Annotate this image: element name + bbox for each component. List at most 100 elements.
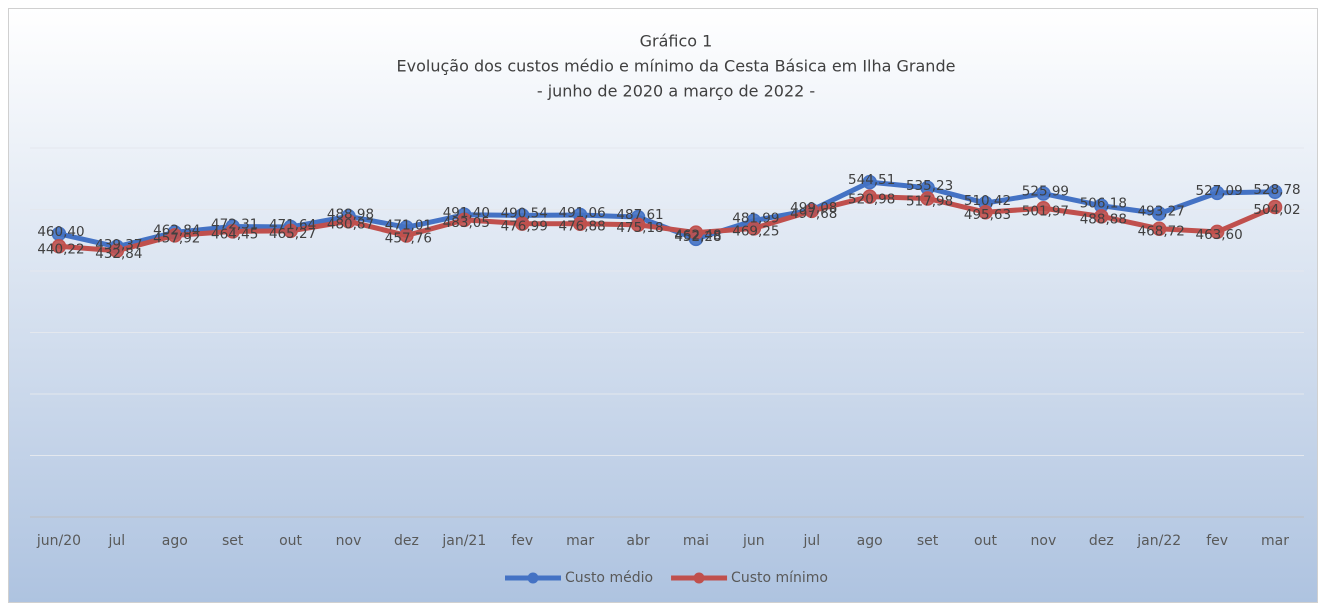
series-marker <box>978 204 993 220</box>
x-tick-label: mar <box>566 533 594 549</box>
data-label: 469,25 <box>732 223 779 239</box>
series-marker <box>457 212 472 228</box>
series-marker <box>51 239 67 254</box>
data-label: 527,09 <box>1196 183 1243 199</box>
legend-marker <box>693 572 705 584</box>
data-label: 471,64 <box>269 217 316 233</box>
series-marker <box>862 189 877 204</box>
series-marker <box>167 228 183 243</box>
x-tick-label: out <box>974 533 997 549</box>
x-tick-label: ago <box>162 533 188 549</box>
x-tick-label: set <box>917 533 939 549</box>
data-label: 487,61 <box>616 207 663 223</box>
data-label: 475,18 <box>616 220 663 236</box>
series-marker <box>1209 185 1225 201</box>
data-label: 493,27 <box>1138 204 1185 220</box>
data-label: 460,40 <box>37 224 84 240</box>
data-label: 520,98 <box>848 192 895 208</box>
series-marker <box>920 191 935 206</box>
x-tick-label: jun/20 <box>36 533 81 549</box>
series-marker <box>1209 224 1225 240</box>
data-label: 457,76 <box>385 230 432 246</box>
series-marker <box>1151 206 1167 221</box>
x-tick-label: jun <box>742 533 765 549</box>
series-marker <box>804 203 820 219</box>
series-marker <box>1267 199 1283 215</box>
series-marker <box>109 243 125 259</box>
series-marker <box>1036 201 1051 216</box>
data-label: 440,22 <box>37 241 84 257</box>
chart-frame <box>8 8 1318 603</box>
data-label: 471,01 <box>385 217 432 233</box>
data-label: 528,78 <box>1253 182 1300 198</box>
series-marker <box>399 228 414 243</box>
x-tick-label: fev <box>1206 533 1228 549</box>
data-label: 499,08 <box>790 200 837 216</box>
data-label: 535,23 <box>906 178 953 194</box>
data-label: 472,31 <box>211 217 258 233</box>
data-label: 491,40 <box>443 205 490 221</box>
x-tick-label: fev <box>511 533 533 549</box>
data-label: 463,60 <box>1196 227 1243 243</box>
data-label: 432,84 <box>95 246 142 262</box>
chart-subtitle: Evolução dos custos médio e mínimo da Ce… <box>397 57 956 76</box>
chart-title: Gráfico 1 <box>640 32 713 51</box>
data-label: 476,99 <box>501 219 548 235</box>
series-marker <box>1036 186 1051 201</box>
data-label: 480,87 <box>327 216 374 232</box>
chart-subtitle: - junho de 2020 a março de 2022 - <box>537 82 815 101</box>
data-label: 462,48 <box>674 228 721 244</box>
data-label: 476,88 <box>559 219 606 235</box>
x-tick-label: set <box>222 533 244 549</box>
x-tick-label: jul <box>108 533 126 549</box>
data-label: 501,97 <box>1022 203 1069 219</box>
x-tick-label: jul <box>802 533 820 549</box>
series-marker <box>1267 184 1283 200</box>
series-marker <box>862 174 877 190</box>
data-label: 517,98 <box>906 193 953 209</box>
x-tick-label: abr <box>626 533 649 549</box>
data-label: 525,99 <box>1022 184 1069 200</box>
x-tick-label: out <box>279 533 302 549</box>
series-marker <box>225 224 240 239</box>
legend-label: Custo médio <box>565 570 653 586</box>
data-label: 439,37 <box>95 237 142 253</box>
x-tick-label: jan/21 <box>441 533 486 549</box>
series-marker <box>514 216 530 231</box>
series-marker <box>283 223 298 239</box>
legend-label: Custo mínimo <box>731 570 828 586</box>
data-label: 481,99 <box>732 211 779 227</box>
x-tick-label: mar <box>1261 533 1289 549</box>
x-tick-label: nov <box>336 533 362 549</box>
data-label: 510,42 <box>964 193 1011 209</box>
x-tick-label: jan/22 <box>1136 533 1181 549</box>
data-label: 490,54 <box>501 205 548 221</box>
data-label: 506,18 <box>1080 196 1127 212</box>
x-tick-label: mai <box>683 533 709 549</box>
x-tick-label: dez <box>1089 533 1114 549</box>
series-marker <box>1151 221 1167 236</box>
x-tick-label: dez <box>394 533 419 549</box>
series-marker <box>341 214 356 229</box>
series-marker <box>688 225 704 240</box>
data-label: 452,28 <box>674 229 721 245</box>
data-label: 497,68 <box>790 206 837 222</box>
data-label: 464,45 <box>211 226 258 242</box>
x-tick-label: nov <box>1031 533 1057 549</box>
series-marker <box>1094 209 1109 224</box>
series-marker <box>572 216 588 231</box>
x-tick-label: ago <box>857 533 883 549</box>
data-label: 457,92 <box>153 230 200 246</box>
data-label: 483,05 <box>443 215 490 231</box>
data-label: 465,27 <box>269 226 316 242</box>
series-marker <box>630 217 646 233</box>
data-label: 488,98 <box>327 206 374 222</box>
legend-marker <box>527 572 539 584</box>
data-label: 462,84 <box>153 222 200 238</box>
data-label: 488,88 <box>1080 211 1127 227</box>
data-label: 544,51 <box>848 172 895 188</box>
data-label: 504,02 <box>1253 202 1300 218</box>
data-label: 495,63 <box>964 207 1011 223</box>
data-label: 491,06 <box>559 205 606 221</box>
